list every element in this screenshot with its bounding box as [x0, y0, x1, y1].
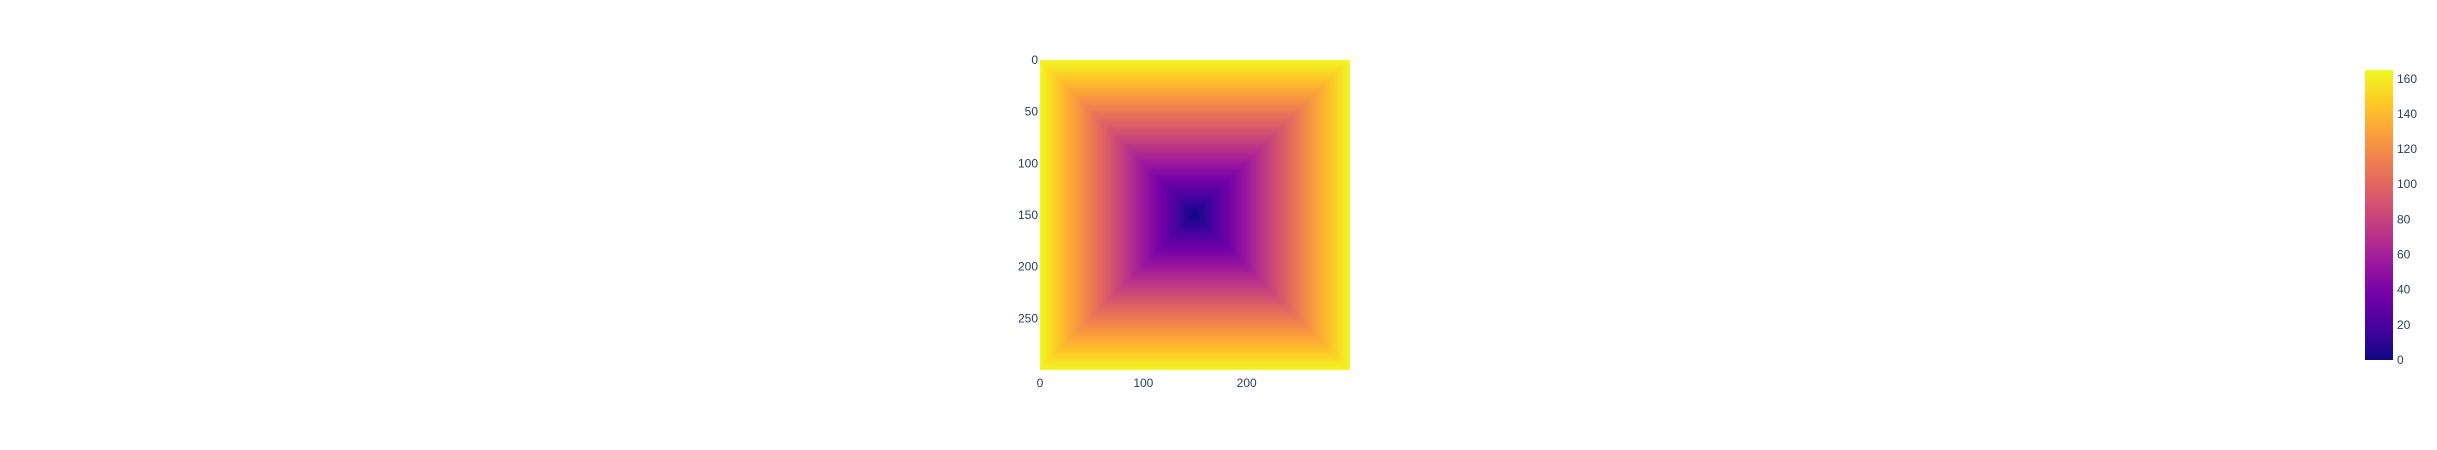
colorbar-tick-label: 120	[2397, 142, 2417, 156]
colorbar-tick-label: 20	[2397, 318, 2411, 332]
heatmap-ring	[1193, 213, 1197, 217]
x-tick-label: 100	[1133, 376, 1153, 390]
y-tick-label: 100	[1018, 156, 1038, 170]
y-tick-label: 200	[1018, 260, 1038, 274]
heatmap-cells	[1040, 60, 1350, 370]
y-tick-label: 50	[1025, 105, 1039, 119]
colorbar-tick-label: 80	[2397, 212, 2411, 226]
y-tick-label: 250	[1018, 311, 1038, 325]
x-tick-label: 0	[1037, 376, 1044, 390]
y-axis-ticks: 0 50 100 150 200 250	[1018, 53, 1038, 325]
colorbar-tick-label: 160	[2397, 72, 2417, 86]
colorbar: 0 20 40 60 80 100 120 140 160	[2365, 70, 2417, 367]
x-axis-ticks: 0 100 200	[1037, 376, 1257, 390]
colorbar-tick-label: 60	[2397, 248, 2411, 262]
x-tick-label: 200	[1237, 376, 1257, 390]
colorbar-tick-label: 40	[2397, 283, 2411, 297]
colorbar-tick-label: 0	[2397, 353, 2404, 367]
heatmap-plot[interactable]	[1039, 59, 1351, 371]
colorbar-tick-label: 100	[2397, 177, 2417, 191]
colorbar-ticks: 0 20 40 60 80 100 120 140 160	[2397, 72, 2417, 367]
colorbar-tick-label: 140	[2397, 107, 2417, 121]
y-tick-label: 0	[1031, 53, 1038, 67]
y-tick-label: 150	[1018, 208, 1038, 222]
colorbar-gradient	[2365, 70, 2393, 360]
